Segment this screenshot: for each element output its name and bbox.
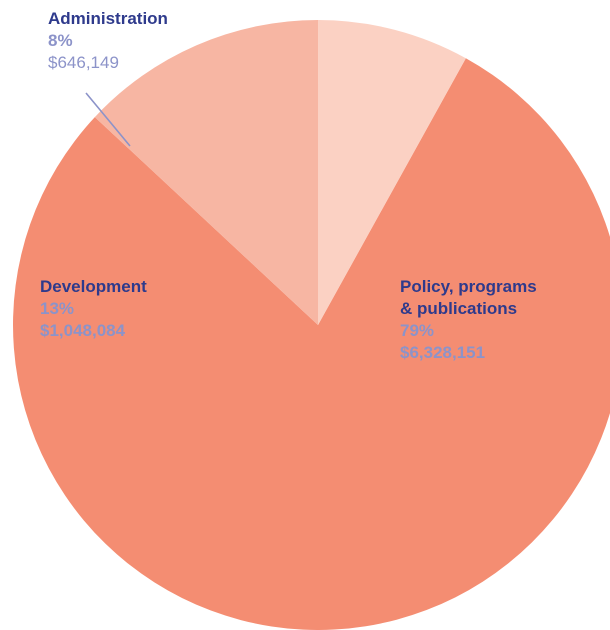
pie-slice-development (94, 20, 319, 325)
slice-name-line: Development (40, 277, 147, 296)
slice-amount-label: $1,048,084 (40, 321, 126, 340)
slice-name-line: & publications (400, 299, 518, 318)
slice-name-line: Policy, programs (400, 277, 537, 296)
pie-slice-administration (318, 20, 466, 325)
label-development: Development 13% $1,048,084 (40, 276, 147, 342)
slice-percent-label: 79% (400, 321, 435, 340)
slice-percent-label: 8% (48, 31, 73, 50)
pie-slice-policy-programs-publications (13, 58, 610, 630)
slice-percent-label: 13% (40, 299, 75, 318)
slice-amount-label: $646,149 (48, 53, 119, 72)
slice-amount-label: $6,328,151 (400, 343, 486, 362)
slice-name-line: Administration (48, 9, 168, 28)
administration-leader-line (85, 92, 131, 147)
label-administration: Administration 8% $646,149 (48, 8, 168, 74)
label-policy-programs-publications: Policy, programs & publications 79% $6,3… (400, 276, 537, 364)
